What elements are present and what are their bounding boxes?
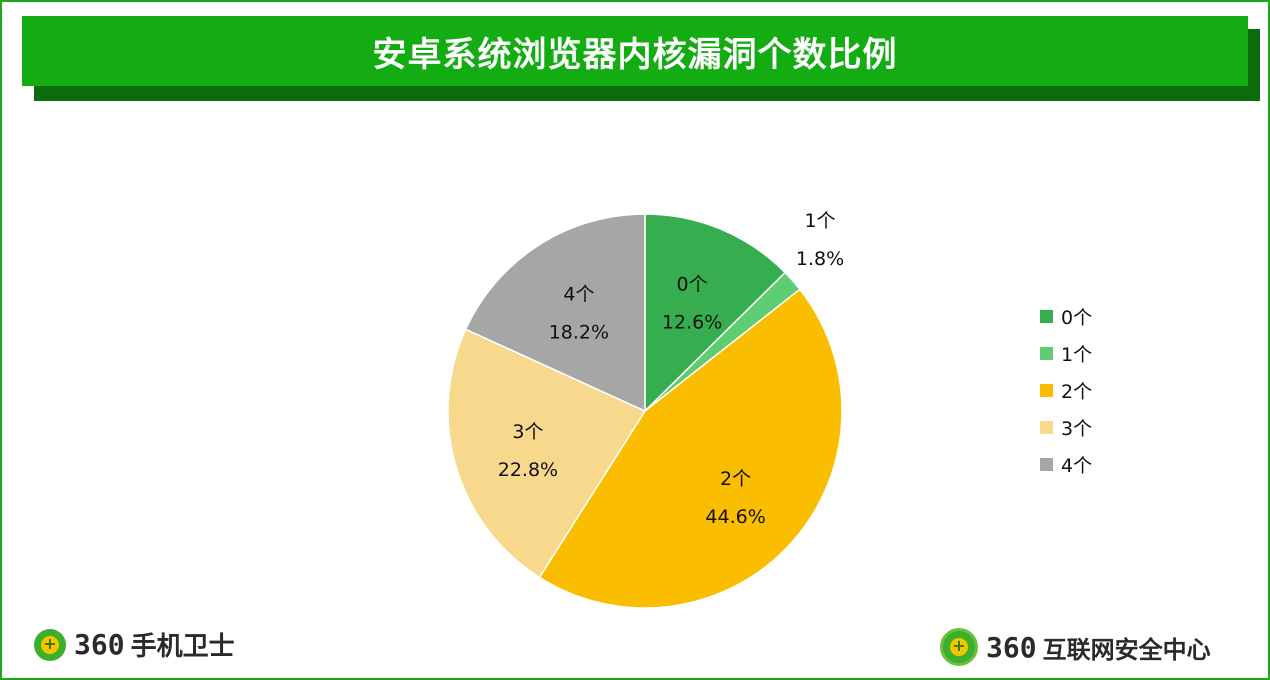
logo-text: 手机卫士 <box>130 632 235 662</box>
legend-item: 0个 <box>1040 298 1092 335</box>
slice-percent-label: 44.6% <box>705 506 765 528</box>
legend-label: 0个 <box>1061 307 1093 329</box>
logo-text: 互联网安全中心 <box>1042 635 1211 664</box>
pie-slice-2 <box>538 288 843 609</box>
wreath-shield-icon: + <box>940 628 978 666</box>
pie-slice-0 <box>644 213 787 413</box>
slice-category-label: 3个 <box>512 421 543 443</box>
shield-plus-icon: + <box>34 628 66 661</box>
slice-category-label: 1个 <box>804 210 835 232</box>
pie-slice-3 <box>447 328 647 579</box>
legend-item: 3个 <box>1040 409 1092 446</box>
slice-category-label: 0个 <box>677 273 708 295</box>
logo-number: 360 <box>74 628 125 661</box>
legend-label: 1个 <box>1061 344 1093 366</box>
chart-title: 安卓系统浏览器内核漏洞个数比例 <box>372 34 898 75</box>
legend-label: 4个 <box>1061 455 1093 477</box>
slice-percent-label: 18.2% <box>549 321 609 343</box>
legend-swatch <box>1040 421 1053 434</box>
legend-swatch <box>1040 310 1053 323</box>
legend-label: 2个 <box>1061 381 1093 403</box>
logo-360-security-center: + 360 互联网安全中心 <box>940 628 1211 666</box>
slice-percent-label: 12.6% <box>662 311 722 333</box>
slice-percent-label: 1.8% <box>796 248 844 270</box>
chart-legend: 0个 1个 2个 3个 4个 <box>1040 298 1092 483</box>
pie-slice-4 <box>464 213 646 413</box>
logo-number: 360 <box>986 630 1037 664</box>
title-banner: 安卓系统浏览器内核漏洞个数比例 <box>22 16 1248 86</box>
legend-item: 1个 <box>1040 335 1092 372</box>
legend-swatch <box>1040 458 1053 471</box>
legend-label: 3个 <box>1061 418 1093 440</box>
slice-percent-label: 22.8% <box>498 459 558 481</box>
logo-360-mobile-guard: + 360 手机卫士 <box>34 626 235 663</box>
legend-item: 2个 <box>1040 372 1092 409</box>
legend-item: 4个 <box>1040 446 1092 483</box>
slice-category-label: 4个 <box>563 283 594 305</box>
legend-swatch <box>1040 384 1053 397</box>
slice-category-label: 2个 <box>720 468 751 490</box>
legend-swatch <box>1040 347 1053 360</box>
